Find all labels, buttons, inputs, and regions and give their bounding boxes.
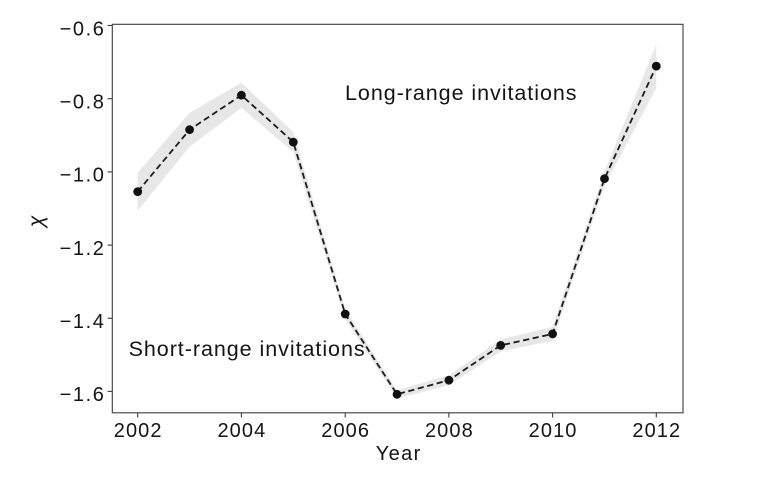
svg-text:−1.0: −1.0	[60, 165, 106, 187]
svg-text:2012: 2012	[632, 420, 681, 442]
svg-text:2004: 2004	[217, 420, 266, 442]
svg-text:Short-range invitations: Short-range invitations	[129, 337, 366, 361]
svg-text:χ: χ	[25, 215, 48, 229]
svg-text:−1.4: −1.4	[60, 311, 106, 333]
svg-text:−0.6: −0.6	[60, 18, 106, 40]
svg-text:Long-range invitations: Long-range invitations	[345, 81, 577, 105]
svg-text:−0.8: −0.8	[60, 92, 106, 114]
svg-text:2006: 2006	[321, 420, 370, 442]
svg-text:2002: 2002	[114, 420, 163, 442]
svg-text:−1.6: −1.6	[60, 384, 106, 406]
svg-text:Year: Year	[376, 443, 422, 465]
svg-text:2010: 2010	[529, 420, 578, 442]
svg-text:2008: 2008	[425, 420, 474, 442]
svg-text:−1.2: −1.2	[60, 238, 106, 260]
